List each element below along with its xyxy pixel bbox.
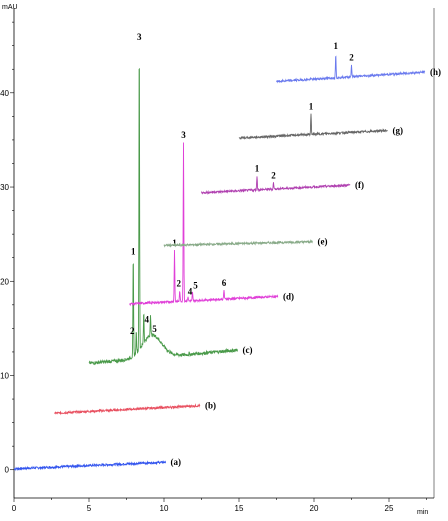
trace-label: (d) [283,291,294,301]
trace-g: (g) 1 [238,102,404,140]
trace-label: (c) [243,345,253,355]
y-tick-label: 0 [5,466,10,475]
trace-line [129,142,279,307]
x-axis-unit: min [417,509,428,516]
peak-label: 3 [181,130,186,140]
plot-frame [13,8,435,499]
x-tick-label: 0 [12,504,17,513]
trace-b: (b) [54,401,216,416]
peak-label: 4 [145,315,150,325]
peak-label: 1 [309,102,314,112]
peak-label: 2 [130,326,135,336]
y-tick-label: 20 [0,277,9,286]
trace-line [238,113,388,140]
trace-line [163,239,313,248]
trace-a: (a) [13,457,182,472]
trace-label: (e) [318,237,328,247]
x-tick-label: 15 [235,504,244,513]
peak-label: 5 [193,281,198,291]
x-tick-label: 5 [87,504,92,513]
y-tick-label: 30 [0,183,9,192]
trace-line [201,176,351,195]
trace-line [54,403,201,416]
y-tick-label: 40 [0,89,9,98]
trace-e: (e) [163,237,328,248]
trace-f: (f) 1 2 [201,164,364,195]
peak-label: 2 [349,53,354,63]
peak-label: 5 [152,324,157,334]
peak-label: 3 [137,32,142,42]
peak-label: 1 [131,247,136,257]
peak-label: 1 [255,164,260,174]
trace-label: (b) [205,401,216,411]
trace-line [13,460,166,472]
y-tick-label: 10 [0,372,9,381]
trace-label: (h) [430,67,441,77]
trace-h: (h) 12 [276,41,441,84]
trace-line [276,55,426,84]
peak-label: 4 [188,286,193,296]
trace-label: (f) [355,180,364,190]
peak-label: 1 [334,41,339,51]
trace-d: (d) 1 2 3 45 6 [129,130,294,307]
x-tick-label: 10 [160,504,169,513]
trace-label: (a) [171,457,182,467]
peak-label: 2 [271,170,276,180]
trace-label: (g) [393,126,404,136]
trace-line [88,67,238,366]
y-axis-unit: mAU [2,4,18,11]
x-tick-label: 20 [310,504,319,513]
peak-label: 6 [222,278,227,288]
peak-label: 2 [177,279,182,289]
x-tick-label: 25 [385,504,394,513]
